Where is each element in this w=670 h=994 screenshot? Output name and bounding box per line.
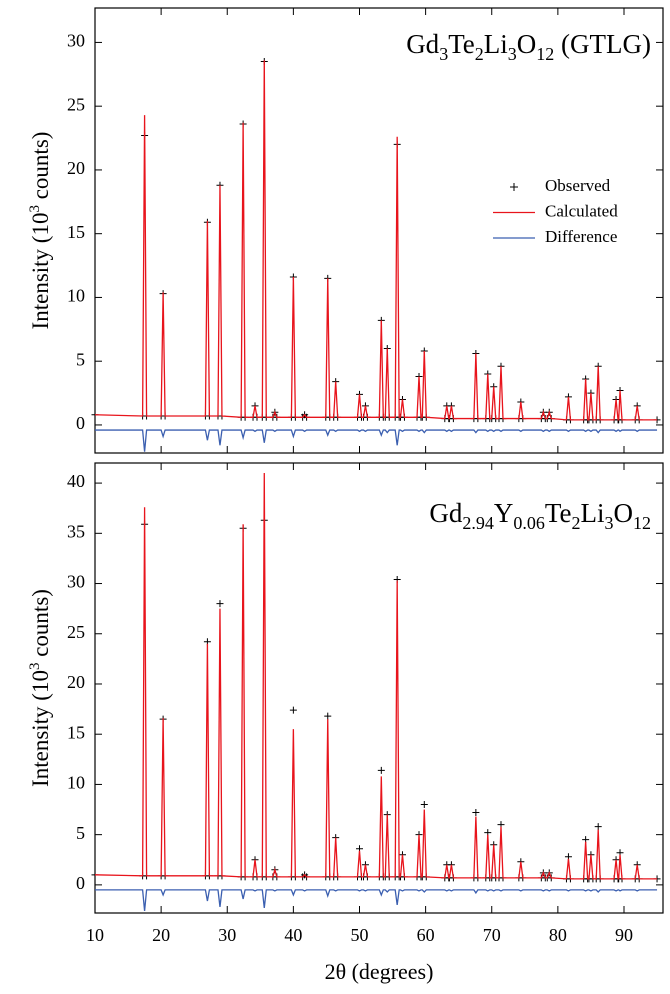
- y-tick-label: 30: [67, 31, 85, 51]
- legend-label: Observed: [545, 176, 611, 195]
- script-part: 2: [475, 44, 484, 64]
- y-tick-label: 5: [76, 823, 85, 843]
- text-part: Te: [448, 29, 475, 59]
- legend-label: Difference: [545, 227, 617, 246]
- script-part: 3: [605, 513, 614, 533]
- plot-frame: [94, 462, 664, 914]
- text-part: O: [614, 498, 634, 528]
- y-tick-label: 25: [67, 622, 85, 642]
- observed-point: [594, 823, 602, 831]
- text-part: Te: [545, 498, 572, 528]
- observed-point: [377, 766, 385, 774]
- script-part: 2: [572, 513, 581, 533]
- y-tick-label: 20: [67, 158, 85, 178]
- observed-point: [472, 809, 480, 817]
- text-part: counts): [28, 589, 53, 662]
- script-part: 0.06: [513, 513, 545, 533]
- x-tick-label: 80: [549, 925, 567, 945]
- legend-marker: [510, 183, 518, 191]
- observed-point: [324, 712, 332, 720]
- y-tick-label: 10: [67, 286, 85, 306]
- script-part: 3: [27, 663, 43, 671]
- text-part: O: [517, 29, 537, 59]
- observed-point: [420, 801, 428, 809]
- y-tick-label: 20: [67, 672, 85, 692]
- series-line: [95, 429, 658, 452]
- script-part: 2.94: [462, 513, 494, 533]
- y-tick-label: 5: [76, 349, 85, 369]
- y-tick-label: 25: [67, 94, 85, 114]
- text-part: Intensity (10: [28, 670, 53, 787]
- y-tick-label: 30: [67, 572, 85, 592]
- script-part: 3: [439, 44, 448, 64]
- x-tick-label: 70: [483, 925, 501, 945]
- script-part: 12: [633, 513, 651, 533]
- plot-frame: [94, 7, 664, 454]
- script-part: 3: [508, 44, 517, 64]
- text-part: Gd: [406, 29, 439, 59]
- script-part: 3: [27, 205, 43, 213]
- y-axis-label: Intensity (103 counts): [27, 589, 53, 787]
- y-tick-label: 0: [76, 873, 85, 893]
- x-tick-label: 30: [218, 925, 236, 945]
- observed-point: [289, 706, 297, 714]
- text-part: Li: [484, 29, 508, 59]
- annotation: Gd2.94Y0.06Te2Li3O12: [429, 498, 651, 533]
- x-tick-label: 50: [350, 925, 368, 945]
- y-tick-label: 0: [76, 413, 85, 433]
- text-part: Gd: [429, 498, 462, 528]
- series-line: [94, 473, 658, 880]
- text-part: (GTLG): [554, 29, 651, 59]
- y-tick-label: 40: [67, 471, 85, 491]
- series-line: [94, 60, 658, 421]
- x-axis-label: 2θ (degrees): [325, 959, 434, 984]
- annotation: Gd3Te2Li3O12 (GTLG): [406, 29, 651, 64]
- x-tick-label: 10: [86, 925, 104, 945]
- x-tick-label: 60: [417, 925, 435, 945]
- y-axis-label: Intensity (103 counts): [27, 132, 53, 330]
- x-tick-label: 90: [615, 925, 633, 945]
- x-tick-label: 40: [284, 925, 302, 945]
- legend-label: Calculated: [545, 201, 618, 220]
- observed-point: [216, 600, 224, 608]
- script-part: 12: [536, 44, 554, 64]
- y-tick-label: 15: [67, 222, 85, 242]
- y-tick-label: 10: [67, 773, 85, 793]
- y-tick-label: 15: [67, 722, 85, 742]
- text-part: Li: [581, 498, 605, 528]
- y-tick-label: 35: [67, 521, 85, 541]
- text-part: Intensity (10: [28, 213, 53, 330]
- series-line: [95, 889, 658, 912]
- x-tick-label: 20: [152, 925, 170, 945]
- text-part: Y: [494, 498, 514, 528]
- text-part: counts): [28, 132, 53, 205]
